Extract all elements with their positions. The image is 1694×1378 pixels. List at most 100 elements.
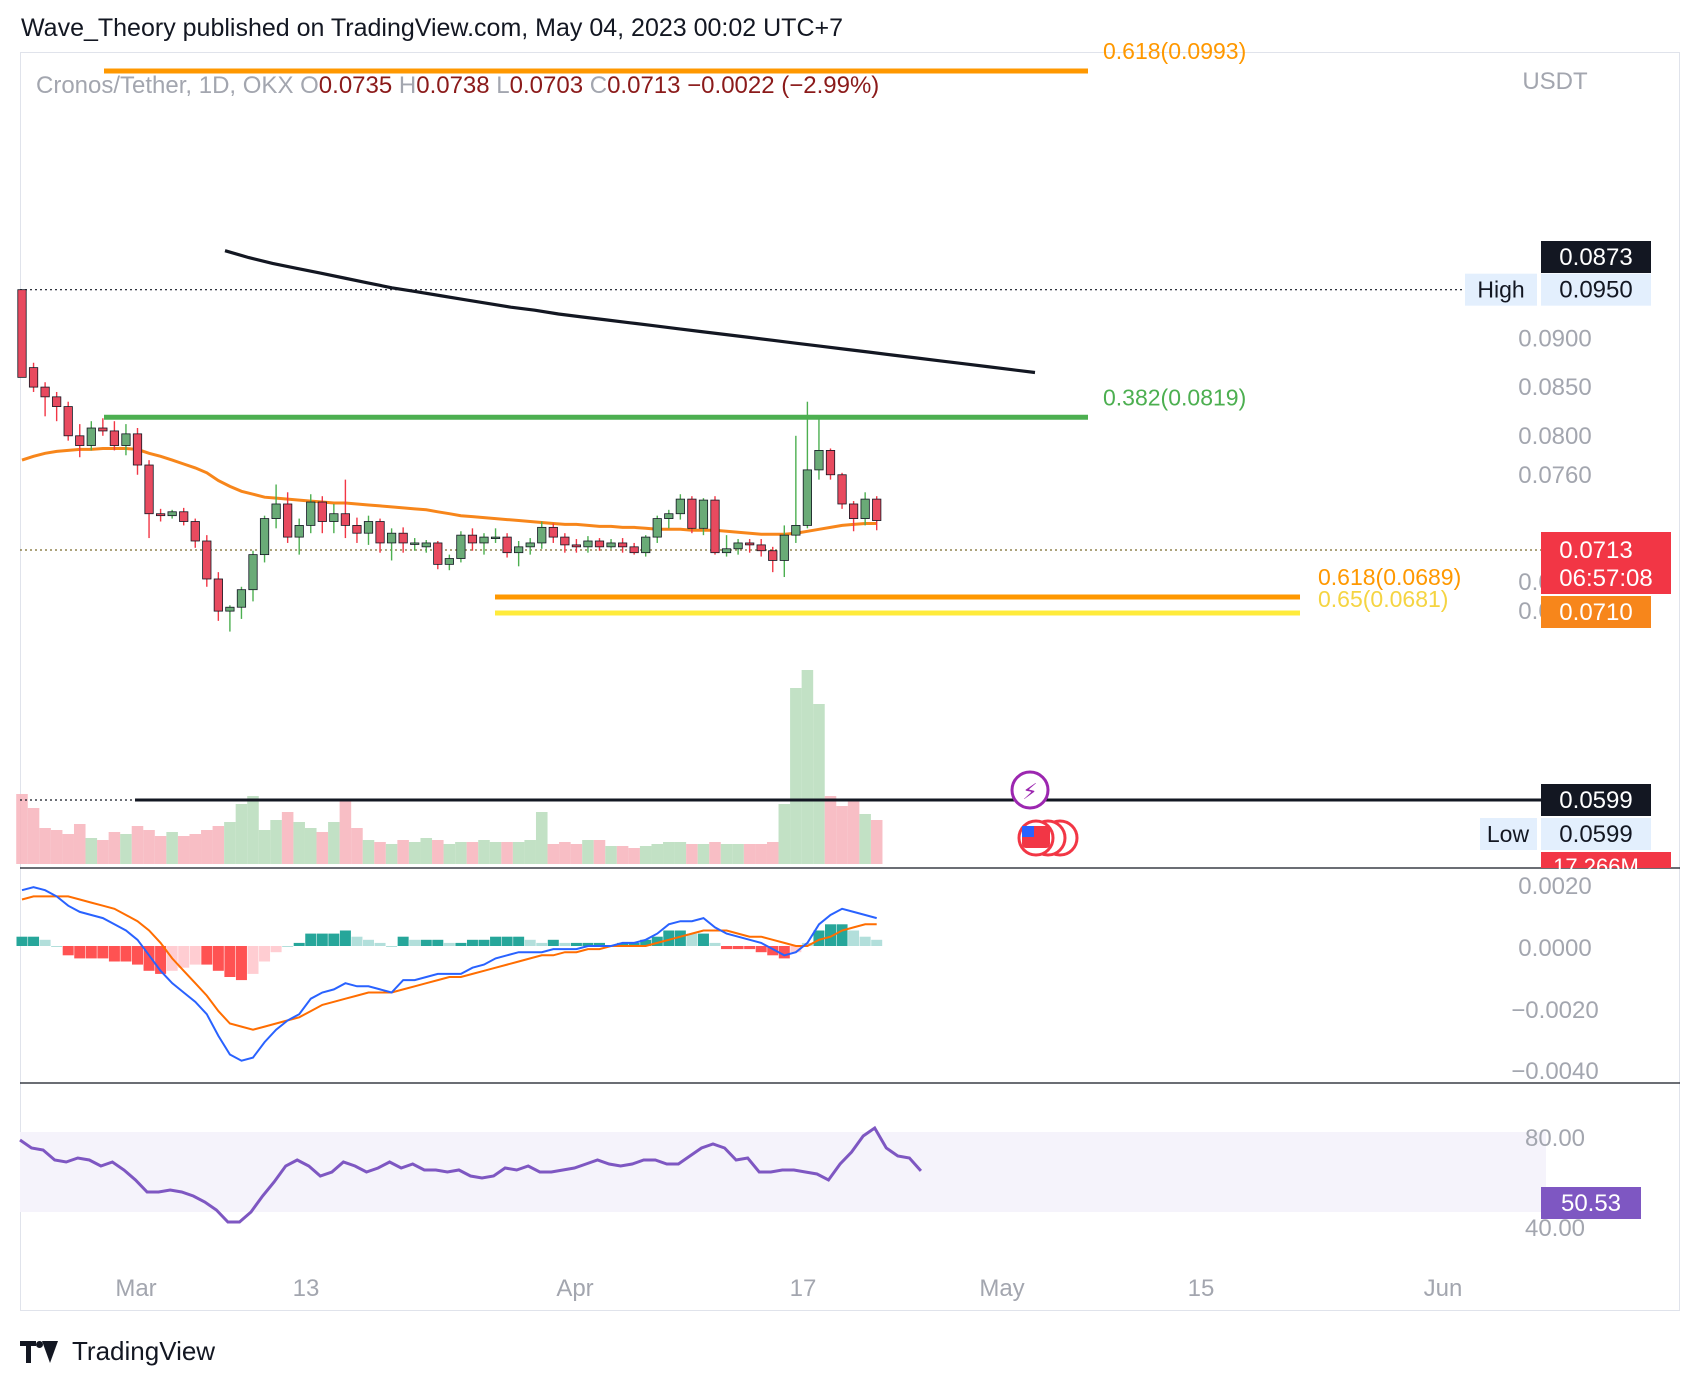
candle-body [225, 606, 235, 612]
macd-histogram-bar [490, 936, 502, 946]
volume-bar [674, 842, 687, 864]
fib-065-label: 0.65(0.0681) [1318, 586, 1448, 612]
volume-bar [143, 830, 155, 864]
volume-bar [235, 804, 248, 864]
volume-bar [177, 836, 190, 864]
volume-bar [397, 840, 409, 864]
rsi-tick-label: 40.00 [1525, 1215, 1585, 1242]
high-tag [1465, 273, 1537, 306]
candle-body [860, 498, 870, 519]
volume-bar [697, 844, 710, 864]
macd-line [21, 886, 877, 1062]
candle-body [849, 503, 859, 519]
volume-bar [62, 834, 74, 864]
volume-bar [432, 840, 444, 864]
volume-bar [663, 842, 675, 864]
macd-histogram-bar [143, 946, 155, 971]
candle-body [698, 499, 709, 529]
candle-body [109, 430, 119, 446]
candle-body [606, 542, 616, 548]
publisher-header: Wave_Theory published on TradingView.com… [21, 14, 843, 42]
symbol-legend[interactable]: Cronos/Tether, 1D, OKX O0.0735 H0.0738 L… [36, 72, 879, 100]
volume-bar [408, 842, 421, 864]
volume-bar [616, 846, 629, 864]
candle-body [410, 542, 420, 545]
candle-body [236, 589, 247, 608]
candle-body [745, 542, 755, 546]
macd-histogram-bar [547, 939, 559, 946]
high-tag-label: High [1477, 277, 1524, 303]
low-line-value: 0.0599 [1559, 787, 1632, 814]
macd-histogram-bar [478, 939, 490, 946]
candle-body [583, 540, 593, 548]
macd-histogram-bar [466, 939, 478, 946]
candle-body [167, 511, 177, 517]
macd-histogram-bar [744, 946, 756, 950]
low-value-label: 0.0599 [1559, 821, 1632, 848]
macd-histogram-bar [455, 942, 467, 946]
symbol-name[interactable]: Cronos/Tether, 1D, OKX [36, 72, 294, 99]
candle-body [733, 542, 743, 550]
candle-body [329, 513, 339, 522]
low-tag-label: Low [1487, 821, 1530, 847]
volume-bar [709, 842, 721, 864]
candle-body [837, 474, 847, 505]
macd-histogram-bar [62, 946, 74, 956]
volume-bar [790, 688, 802, 864]
candle-body [52, 396, 62, 407]
ema200-value-box [1541, 241, 1651, 273]
volume-bar [570, 844, 583, 864]
macd-histogram-bar [282, 946, 294, 947]
ema200-value-label: 0.0873 [1559, 244, 1632, 271]
macd-histogram-bar [721, 946, 733, 950]
macd-histogram-bar [536, 942, 548, 946]
macd-histogram-bar [270, 946, 282, 953]
macd-histogram-bar [859, 936, 871, 946]
macd-histogram-bar [674, 930, 686, 946]
volume-bar [374, 842, 386, 864]
candle-body [444, 558, 454, 565]
volume-bar [547, 844, 560, 864]
candle-body [259, 518, 270, 556]
candle-body [386, 532, 397, 544]
candle-body [352, 525, 362, 534]
volume-bar [351, 828, 363, 864]
volume-bar [755, 844, 767, 864]
rsi-band [20, 1132, 1546, 1212]
last-price-label: 0.0713 [1559, 537, 1632, 564]
footer-brand[interactable]: TradingView [20, 1336, 215, 1367]
volume-bar [524, 840, 536, 864]
volume-bar [85, 838, 98, 864]
tradingview-logo-icon [20, 1339, 64, 1365]
volume-bar [847, 800, 860, 864]
candle-body [63, 406, 73, 437]
macd-histogram-bar [420, 939, 432, 946]
brand-name: TradingView [72, 1336, 216, 1366]
volume-bar [212, 826, 225, 864]
macd-histogram-bar [697, 933, 709, 946]
macd-histogram-bar [108, 946, 120, 962]
volume-bar [131, 826, 144, 864]
fib-0618-upper-label: 0.618(0.0993) [1103, 38, 1246, 64]
rsi-line [19, 1125, 923, 1224]
low-value: 0.0703 [509, 72, 584, 99]
macd-histogram-bar [570, 942, 582, 946]
candle-body [721, 548, 732, 554]
macd-histogram-bar [651, 936, 663, 946]
candle-body [375, 521, 385, 544]
macd-histogram-bar [374, 942, 386, 946]
candle-body [571, 544, 582, 548]
candle-body [802, 469, 813, 526]
volume-bar [501, 842, 513, 864]
macd-histogram-bar [316, 933, 328, 946]
candle-body [814, 450, 824, 471]
macd-histogram-bar [755, 946, 767, 953]
candle-body [687, 498, 697, 529]
macd-histogram-bar [559, 942, 571, 946]
volume-bar [870, 820, 883, 864]
macd-tick-label: −0.0040 [1511, 1058, 1598, 1085]
macd-histogram-bar [39, 939, 51, 946]
volume-bar [801, 670, 814, 864]
candle-body [710, 499, 720, 554]
